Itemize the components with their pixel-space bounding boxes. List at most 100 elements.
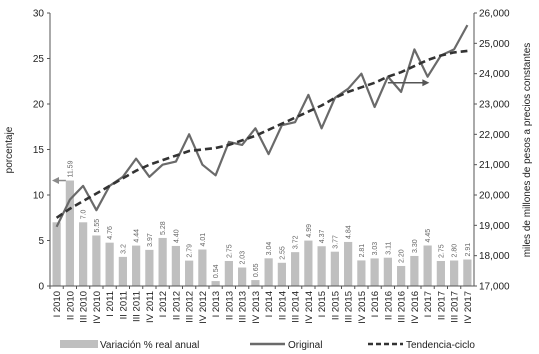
x-tick-label: I 2013 — [211, 291, 222, 317]
bar-data-label: 7.0 — [81, 209, 88, 219]
bar-data-label: 2.75 — [226, 244, 233, 258]
x-tick-label: I 2011 — [105, 291, 116, 317]
bar — [251, 280, 260, 286]
bar-data-label: 3.97 — [147, 233, 154, 247]
legend-label-bar: Variación % real anual — [100, 340, 199, 351]
bar — [277, 262, 286, 286]
bar — [211, 281, 220, 286]
bar-data-label: 11.59 — [67, 160, 74, 177]
bar-data-label: 2.55 — [279, 246, 286, 260]
bar — [317, 246, 326, 286]
bar-data-label: 3.03 — [372, 242, 379, 256]
bar-data-label: 3.77 — [332, 235, 339, 249]
x-tick-label: IV 2015 — [357, 291, 368, 324]
bar-data-label: 4.01 — [200, 233, 207, 247]
x-tick-label: I 2017 — [423, 291, 434, 317]
bar — [410, 255, 419, 286]
bar — [357, 260, 366, 286]
bar — [370, 258, 379, 286]
bar-data-label: 4.84 — [346, 225, 353, 239]
bar-data-label: 2.75 — [438, 244, 445, 258]
x-tick-label: IV 2012 — [198, 291, 209, 324]
right-tick-label: 22,000 — [479, 130, 510, 141]
bar — [198, 249, 207, 286]
bar — [264, 258, 273, 286]
x-tick-label: II 2010 — [65, 291, 76, 320]
left-axis-ticks: 0 5 10 15 20 25 30 — [33, 9, 50, 293]
bar — [224, 260, 233, 286]
bar — [436, 260, 445, 286]
bar — [304, 240, 313, 286]
right-tick-label: 20,000 — [479, 191, 510, 202]
right-tick-label: 24,000 — [479, 69, 510, 80]
x-tick-label: III 2012 — [185, 291, 196, 323]
x-tick-label: IV 2011 — [145, 291, 156, 323]
x-tick-label: II 2015 — [330, 291, 341, 320]
x-tick-label: II 2012 — [171, 291, 182, 320]
x-tick-label: II 2014 — [277, 291, 288, 320]
left-tick-label: 5 — [38, 236, 44, 247]
right-tick-label: 19,000 — [479, 221, 510, 232]
x-tick-label: I 2014 — [264, 291, 275, 317]
bar — [171, 245, 180, 286]
x-tick-label: I 2010 — [52, 291, 63, 317]
bar-data-label: 3.11 — [385, 241, 392, 254]
bar — [450, 260, 459, 286]
x-tick-label: III 2010 — [79, 291, 90, 323]
bar-data-label: 3.72 — [293, 235, 300, 249]
bar-data-label: 0.54 — [213, 264, 220, 278]
x-axis-ticks: I 2010 II 2010 III 2010 IV 2010 I 2011 II 201… — [49, 286, 474, 324]
left-tick-label: 30 — [33, 9, 45, 20]
bar-data-labels: 11.59 7.0 5.55 4.76 3.2 4.44 3.97 5.28 4.40 2.79 4… — [67, 160, 472, 278]
bar — [330, 251, 339, 286]
right-tick-label: 26,000 — [479, 9, 510, 20]
x-tick-label: III 2015 — [344, 291, 355, 323]
bar — [52, 222, 61, 286]
bar-data-label: 5.28 — [160, 221, 167, 235]
bar-data-label: 4.45 — [425, 229, 432, 243]
x-tick-label: II 2016 — [383, 291, 394, 320]
bar-data-label: 4.76 — [107, 226, 114, 240]
legend-label-original: Original — [288, 340, 322, 351]
bar-data-label: 2.81 — [359, 244, 366, 258]
annotation-arrowhead-left — [52, 177, 59, 185]
x-tick-label: I 2012 — [158, 291, 169, 317]
bar — [397, 265, 406, 286]
right-tick-label: 25,000 — [479, 39, 510, 50]
bar — [423, 245, 432, 286]
bar — [158, 237, 167, 286]
bar — [383, 257, 392, 286]
x-tick-label: III 2016 — [397, 291, 408, 323]
x-tick-label: I 2016 — [370, 291, 381, 317]
bar — [344, 241, 353, 286]
x-tick-label: III 2011 — [132, 291, 143, 322]
x-tick-label: II 2011 — [118, 291, 129, 319]
bar — [185, 260, 194, 286]
bar-data-label: 2.79 — [187, 244, 194, 258]
x-tick-label: III 2013 — [238, 291, 249, 323]
left-tick-label: 20 — [33, 100, 45, 111]
bar — [291, 252, 300, 286]
x-tick-label: IV 2010 — [92, 291, 103, 324]
bar-data-label: 5.55 — [94, 219, 101, 233]
x-tick-label: III 2014 — [291, 291, 302, 323]
legend-swatch-bar — [60, 340, 98, 348]
bar-data-label: 3.04 — [266, 242, 273, 256]
bar — [65, 180, 74, 286]
bar — [79, 222, 88, 286]
bar — [118, 256, 127, 286]
right-axis-title: miles de millones de pesos a precios con… — [522, 43, 533, 258]
bar-data-label: 4.40 — [173, 229, 180, 243]
bar — [463, 259, 472, 286]
original-series-line — [55, 24, 469, 228]
legend: Variación % real anual Original Tendenci… — [60, 340, 475, 351]
bar — [92, 235, 101, 286]
x-tick-label: II 2017 — [436, 291, 447, 320]
bar-data-label: 4.99 — [306, 224, 313, 238]
x-tick-label: IV 2014 — [304, 291, 315, 324]
bar-data-label: 3.30 — [412, 239, 419, 253]
right-tick-label: 18,000 — [479, 251, 510, 262]
right-tick-label: 17,000 — [479, 282, 510, 293]
bar-data-label: 2.80 — [452, 244, 459, 258]
